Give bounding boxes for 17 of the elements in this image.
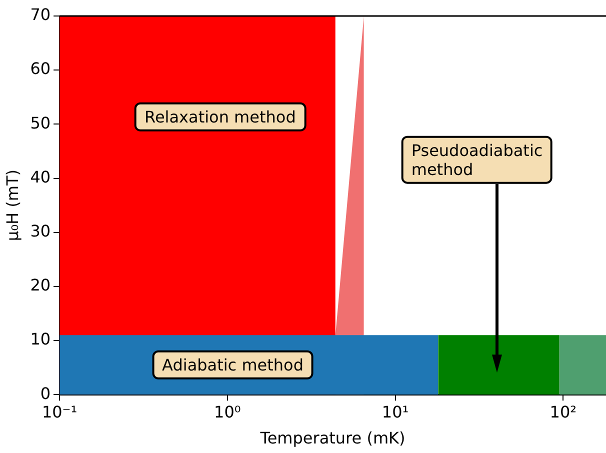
y-tick-label: 0 [40,384,51,403]
y-tick-label: 60 [30,59,51,78]
y-axis-title: μ₀H (mT) [2,170,22,242]
y-tick-label: 50 [30,113,51,132]
x-tick-label: 10¹ [382,402,409,422]
y-tick-label: 70 [30,5,51,24]
annotation: Pseudoadiabatic method [401,136,553,184]
annotation: Relaxation method [134,102,306,132]
y-tick-label: 40 [30,167,51,186]
x-tick-label: 10² [550,402,577,422]
y-tick-label: 20 [30,276,51,295]
annotation: Adiabatic method [152,350,314,380]
x-tick-label: 10⁰ [214,402,241,422]
x-tick-label: 10⁻¹ [42,402,78,422]
x-axis-title: Temperature (mK) [259,428,406,448]
y-tick-label: 10 [30,330,51,349]
y-tick-label: 30 [30,222,51,240]
